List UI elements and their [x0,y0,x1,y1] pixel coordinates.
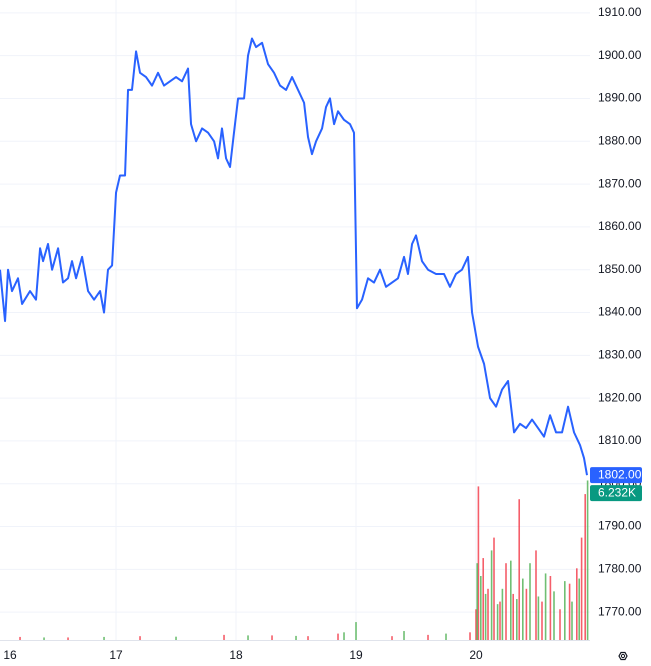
lines [0,37,588,476]
volume-bar [475,609,477,640]
y-tick-label: 1880.00 [598,133,642,147]
volume-bar [522,578,524,640]
volume-bar [505,563,507,640]
volume-bar [337,633,339,640]
y-tick-label: 1830.00 [598,347,642,361]
volume-bar [103,636,105,640]
y-tick-label: 1860.00 [598,219,642,233]
y-tick-label: 1810.00 [598,433,642,447]
volume-bar [493,537,495,640]
last-price-box [590,467,642,484]
volume-bar [510,560,512,640]
volume [19,480,589,640]
volume-bar [175,636,177,640]
volume-bar [403,631,405,640]
volume-bar [391,636,393,640]
volume-bar [480,576,482,640]
grid [0,0,590,640]
volume-bar [516,599,518,640]
volume-bar [490,550,493,640]
volume-bar [19,636,21,640]
volume-bar [553,591,555,640]
y-tick-label: 1780.00 [598,562,642,576]
volume-bar [139,636,141,640]
volume-bar [584,494,587,640]
volume-bar [578,578,581,640]
x-tick-label: 16 [3,648,17,662]
volume-bar [343,632,345,640]
volume-bar [496,604,499,640]
y-tick-label: 1910.00 [598,5,642,19]
volume-bar [476,563,479,640]
volume-bar [529,563,531,640]
volume-bar [482,558,485,640]
y-tick-label: 1820.00 [598,390,642,404]
y-tick-label: 1900.00 [598,48,642,62]
volume-bar [223,634,225,640]
x-tick-label: 20 [469,648,483,662]
volume-bar [564,581,566,640]
volume-bar [580,537,583,640]
volume-bar [43,637,45,640]
volume-bar [568,583,571,640]
settings-icon-dot [620,653,626,659]
volume-bar [295,635,297,640]
y-tick-label: 1870.00 [598,176,642,190]
volume-bar [541,601,543,640]
volume-bar [477,486,480,640]
price-line [0,37,588,476]
volume-bar [518,499,521,640]
x-tick-label: 17 [109,648,123,662]
volume-bar [247,635,249,640]
volume-bar [499,601,501,640]
volume-bar [586,480,589,640]
volume-bar [487,588,489,640]
volume-bar [559,609,561,640]
settings-icon[interactable] [618,651,628,661]
volume-bar [537,596,540,640]
volume-bar [571,601,573,640]
volume-bar [484,593,487,640]
y-tick-label: 1770.00 [598,604,642,618]
volume-bar [535,550,537,640]
volume-bar [512,593,515,640]
volume-bar [501,588,504,640]
volume-bar [544,573,547,640]
volume-bar [445,633,447,640]
last-volume-box [590,485,642,502]
volume-bar [307,636,309,640]
y-tick-label: 1890.00 [598,91,642,105]
x-tick-label: 19 [349,648,363,662]
last-volume-label: 6.232K [598,485,636,499]
volume-bar [355,622,357,640]
y-tick-label: 1840.00 [598,305,642,319]
volume-bar [427,634,429,640]
volume-bar [525,588,528,640]
volume-bar [576,568,578,640]
volume-bar [271,635,273,640]
y-tick-label: 1850.00 [598,262,642,276]
axes: 1770.001780.001790.001800.001810.001820.… [3,5,642,662]
last-price-label: 1802.00 [598,467,642,481]
y-tick-label: 1790.00 [598,519,642,533]
x-tick-label: 18 [229,648,243,662]
volume-bar [67,637,69,640]
volume-bar [469,632,471,640]
settings-button[interactable] [618,651,628,661]
volume-bar [549,576,552,640]
